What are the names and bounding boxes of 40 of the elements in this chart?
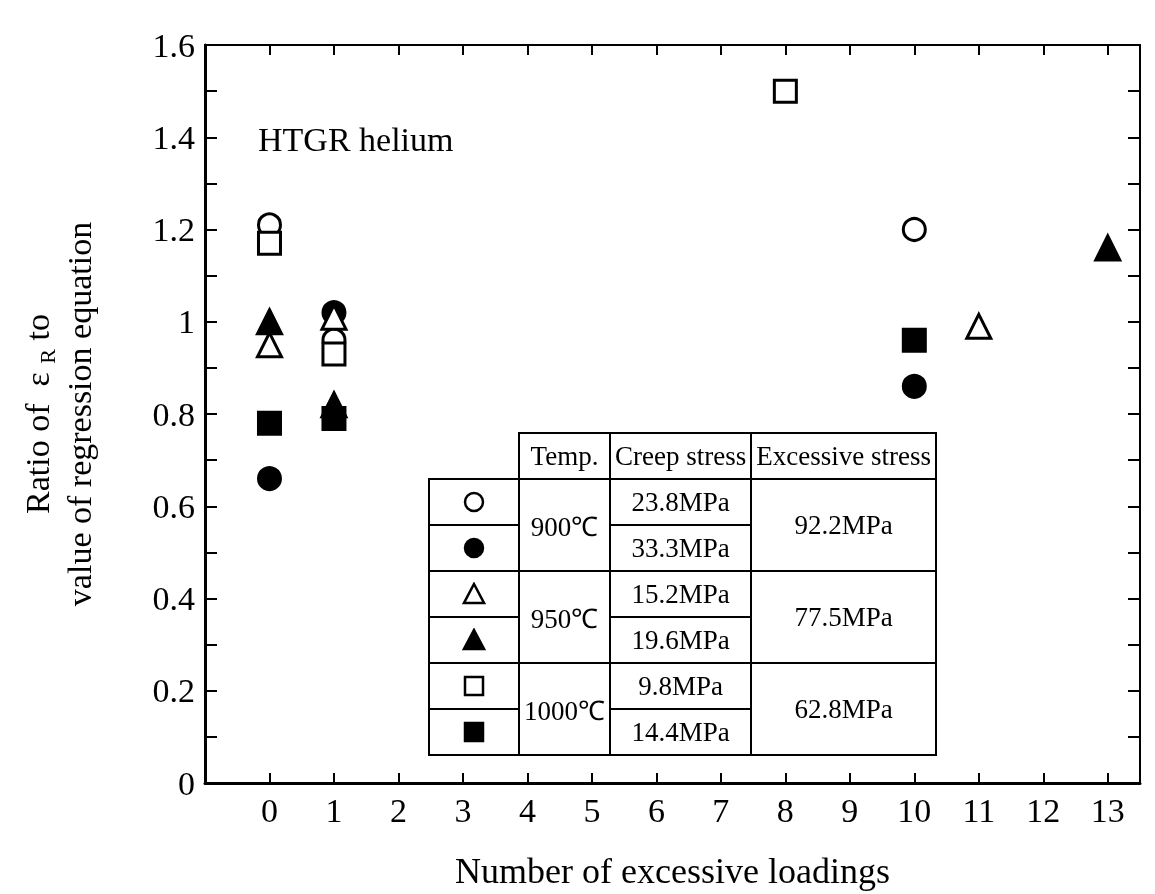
x-tick-label: 2 [389, 791, 407, 829]
x-tick-label: 10 [897, 791, 932, 829]
annotation: 15.2MPa [610, 571, 752, 617]
annotation: 62.8MPa [751, 663, 936, 755]
y-tick-label: 1 [178, 303, 195, 341]
x-tick-label: 8 [776, 791, 794, 829]
y-tick-label: 0.2 [152, 672, 195, 710]
annotation: 33.3MPa [610, 525, 752, 571]
x-tick-label: 12 [1026, 791, 1061, 829]
annotation: Excessive stress [751, 433, 936, 479]
y-tick-label: 1.6 [152, 26, 195, 64]
x-tick-label: 6 [647, 791, 665, 829]
y-tick-label: 1.4 [152, 118, 195, 156]
annotation: 14.4MPa [610, 709, 752, 755]
x-tick-label: 7 [712, 791, 730, 829]
y-tick-label: 0.6 [152, 487, 195, 525]
annotation: 19.6MPa [610, 617, 752, 663]
x-tick-label: 3 [454, 791, 472, 829]
x-tick-label: 9 [841, 791, 859, 829]
y-tick-label: 0.4 [152, 580, 195, 617]
x-tick-label: 4 [518, 791, 536, 829]
annotation: 77.5MPa [751, 571, 936, 663]
x-tick-label: 5 [583, 791, 601, 829]
annotation: HTGR helium [258, 120, 454, 158]
x-tick-label: 13 [1090, 791, 1125, 829]
annotation: 23.8MPa [610, 479, 752, 525]
annotation: Temp. [519, 433, 610, 479]
annotation: 9.8MPa [610, 663, 752, 709]
y-tick-label: 0.8 [152, 395, 195, 433]
y-tick-label: 1.2 [152, 211, 195, 248]
x-tick-label: 0 [260, 791, 278, 829]
annotation: Creep stress [610, 433, 752, 479]
annotation: 900℃ [519, 479, 610, 571]
annotation: 92.2MPa [751, 479, 936, 571]
x-tick-label: 11 [962, 791, 996, 829]
x-tick-label: 1 [325, 791, 343, 829]
annotation: 1000℃ [519, 663, 610, 755]
annotation: 950℃ [519, 571, 610, 663]
y-tick-label: 0 [178, 764, 195, 802]
x-axis-title: Number of excessive loadings [455, 851, 890, 891]
